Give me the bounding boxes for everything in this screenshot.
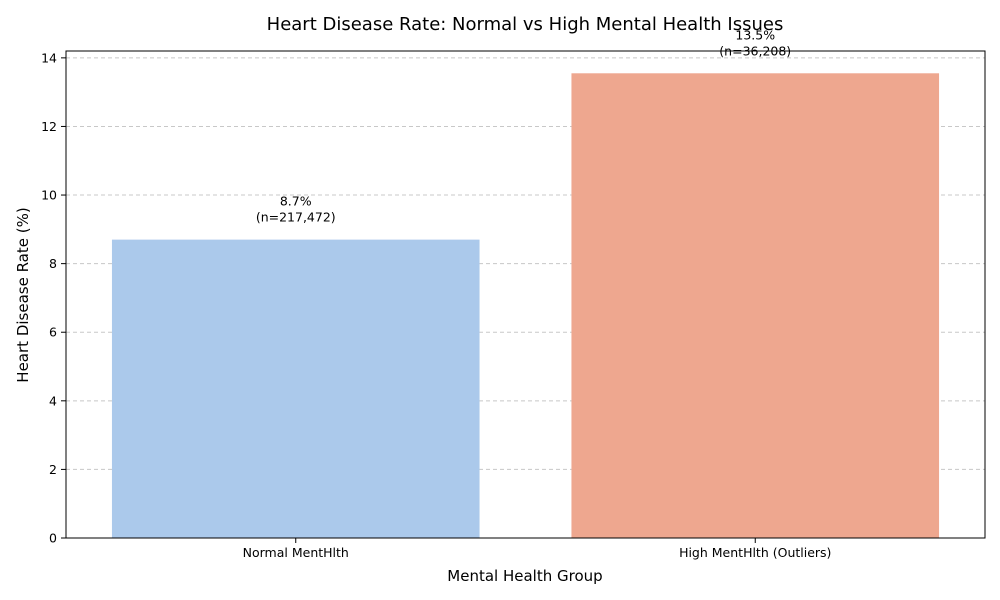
chart-title: Heart Disease Rate: Normal vs High Menta… — [267, 14, 784, 35]
x-tick-label: Normal MentHlth — [243, 545, 349, 560]
y-tick-label: 8 — [49, 256, 57, 271]
x-axis-label: Mental Health Group — [447, 567, 602, 585]
y-tick-label: 12 — [41, 119, 57, 134]
bars — [111, 73, 940, 539]
y-tick-label: 10 — [41, 188, 57, 203]
y-axis-label: Heart Disease Rate (%) — [14, 207, 32, 382]
y-tick-label: 2 — [49, 462, 57, 477]
bar-value-label: 13.5% — [735, 27, 775, 42]
y-tick-label: 0 — [49, 531, 57, 546]
y-tick-label: 4 — [49, 393, 57, 408]
x-axis-ticks: Normal MentHlth High MentHlth (Outliers) — [243, 538, 831, 560]
bar-value-label: 8.7% — [280, 194, 312, 209]
bar — [571, 73, 940, 539]
axes-frame — [65, 50, 986, 539]
y-tick-label: 14 — [41, 50, 57, 65]
x-tick-label: High MentHlth (Outliers) — [679, 545, 831, 560]
bar-labels: 8.7%(n=217,472)13.5%(n=36,208) — [256, 27, 791, 224]
y-axis-ticks: 0 2 4 6 8 10 12 14 — [41, 50, 66, 546]
bar — [111, 239, 480, 538]
y-tick-label: 6 — [49, 325, 57, 340]
bar-count-label: (n=217,472) — [256, 210, 336, 225]
